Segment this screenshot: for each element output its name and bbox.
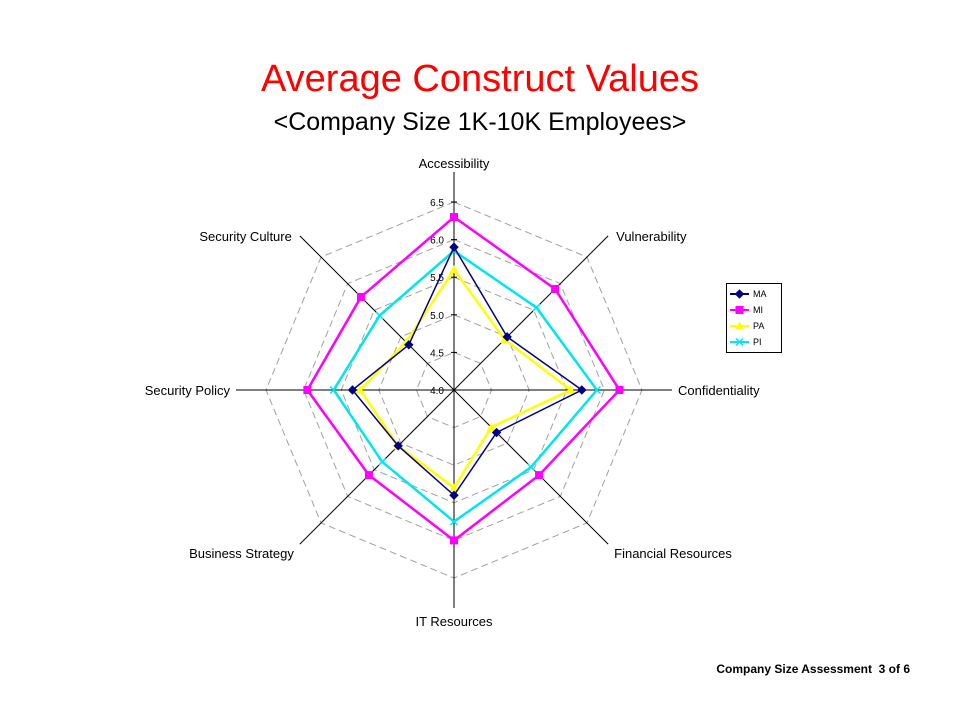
data-point (449, 483, 459, 492)
tick-label: 6.5 (430, 198, 444, 209)
category-label: IT Resources (415, 614, 493, 629)
data-point (355, 385, 365, 394)
legend-label: PI (753, 337, 762, 347)
legend-label: MA (753, 289, 767, 299)
tick-label: 5.0 (430, 311, 444, 322)
legend-entries: MA MI PA PI (730, 289, 767, 347)
data-point (303, 386, 312, 394)
legend-marker (735, 337, 744, 347)
legend-entry: PA (730, 321, 764, 331)
legend-entry: MI (730, 305, 763, 315)
data-point (535, 471, 544, 480)
data-point (577, 385, 587, 395)
chart-title: Average Construct Values (261, 58, 699, 100)
axis-line (299, 389, 455, 545)
data-point (486, 422, 496, 431)
data-point (532, 303, 541, 312)
category-label: Financial Resources (614, 546, 732, 561)
axis-line (453, 235, 609, 391)
data-point (566, 385, 576, 394)
data-point (404, 340, 414, 350)
category-label: Security Policy (145, 383, 231, 398)
tick-label: 4.0 (430, 386, 444, 397)
data-point (502, 332, 512, 342)
tick-label: 5.5 (430, 273, 444, 284)
footer: Company Size Assessment 3 of 6 (716, 662, 910, 676)
legend-marker (735, 321, 744, 330)
legend-label: MI (753, 305, 763, 315)
category-label: Business Strategy (189, 546, 294, 561)
data-point (364, 471, 373, 480)
category-label: Vulnerability (616, 229, 687, 244)
data-point (450, 536, 458, 545)
legend: MA MI PA PI (726, 283, 782, 353)
category-label: Confidentiality (678, 383, 760, 398)
data-point (375, 311, 384, 320)
data-point (329, 385, 338, 395)
legend-entry: PI (730, 337, 762, 347)
series-pi (329, 246, 601, 526)
data-point (449, 490, 459, 500)
data-point (378, 457, 387, 466)
series-ma (347, 242, 587, 500)
chart-subtitle: <Company Size 1K-10K Employees> (273, 108, 687, 136)
data-point (450, 213, 458, 222)
data-point (491, 427, 502, 438)
data-point (551, 284, 560, 293)
tick-label: 6.0 (430, 236, 444, 247)
data-point (347, 385, 358, 395)
footer-label: Company Size Assessment (716, 662, 872, 676)
data-point (449, 265, 459, 274)
data-point (527, 463, 536, 472)
legend-marker (734, 289, 745, 299)
page-indicator: 3 of 6 (878, 662, 910, 676)
category-label: Accessibility (419, 156, 490, 171)
legend-label: PA (753, 321, 764, 331)
data-point (356, 292, 365, 301)
series-line (305, 215, 622, 542)
data-point (449, 242, 459, 252)
data-point (449, 517, 459, 526)
data-point (393, 441, 403, 451)
legend-marker (735, 306, 744, 314)
series-mi (303, 213, 624, 545)
data-point (592, 385, 601, 395)
legend-entry: MA (730, 289, 767, 299)
tick-label: 4.5 (430, 348, 444, 359)
category-label: Security Culture (199, 229, 291, 244)
data-point (615, 386, 624, 394)
